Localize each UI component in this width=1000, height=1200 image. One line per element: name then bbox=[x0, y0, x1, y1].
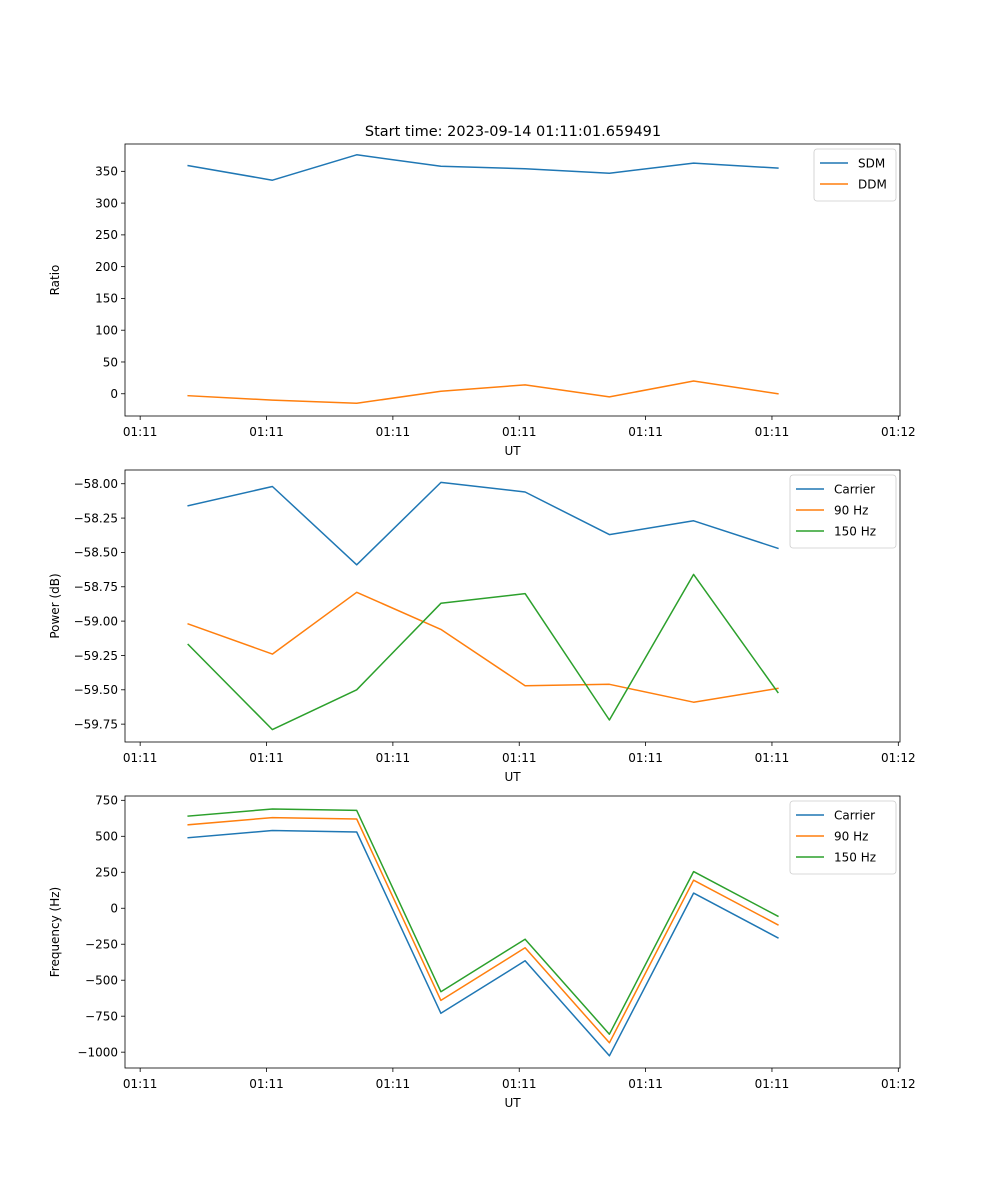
legend-box bbox=[789, 474, 897, 549]
x-tick-label: 01:11 bbox=[502, 751, 537, 765]
y-tick-label: −250 bbox=[85, 938, 118, 952]
y-tick-label: −750 bbox=[85, 1009, 118, 1023]
series-line-sdm bbox=[187, 154, 779, 181]
y-tick-label: −59.00 bbox=[74, 614, 118, 628]
series-line-150-hz bbox=[187, 808, 779, 1035]
y-tick-label: 350 bbox=[95, 165, 118, 179]
y-tick-label: −59.50 bbox=[74, 683, 118, 697]
legend-label: 150 Hz bbox=[834, 524, 876, 538]
axes-frame bbox=[124, 795, 901, 1069]
axes-frame bbox=[124, 143, 901, 417]
x-axis-label: UT bbox=[504, 770, 521, 784]
y-tick-label: 250 bbox=[95, 228, 118, 242]
x-tick-label: 01:12 bbox=[881, 1077, 916, 1091]
figure-title: Start time: 2023-09-14 01:11:01.659491 bbox=[365, 124, 661, 140]
panels: 01:11 01:11 01:11 01:11 01:11 01:11 01:12 0 50 10… bbox=[48, 143, 916, 1110]
x-tick-label: 01:11 bbox=[755, 751, 790, 765]
series-line-carrier bbox=[187, 829, 779, 1057]
x-tick-label: 01:11 bbox=[376, 425, 411, 439]
x-tick-label: 01:11 bbox=[628, 751, 663, 765]
y-tick-label: 100 bbox=[95, 324, 118, 338]
legend: Carrier 90 Hz 150 Hz bbox=[789, 800, 897, 875]
y-tick-label: 150 bbox=[95, 292, 118, 306]
y-tick-label: 250 bbox=[95, 866, 118, 880]
legend-label: SDM bbox=[858, 156, 885, 170]
x-tick-label: 01:11 bbox=[502, 1077, 537, 1091]
y-tick-label: −58.75 bbox=[74, 580, 118, 594]
series-line-carrier bbox=[187, 481, 779, 566]
legend: SDM DDM bbox=[813, 148, 897, 202]
panel-3: 01:11 01:11 01:11 01:11 01:11 01:11 01:12 −1000… bbox=[48, 794, 916, 1110]
y-axis-label: Power (dB) bbox=[48, 573, 62, 638]
panel-2: 01:11 01:11 01:11 01:11 01:11 01:11 01:12 −59.7… bbox=[48, 469, 916, 784]
legend-label: 90 Hz bbox=[834, 503, 868, 517]
panel-1: 01:11 01:11 01:11 01:11 01:11 01:11 01:12 0 50 10… bbox=[48, 143, 916, 458]
legend-label: 90 Hz bbox=[834, 829, 868, 843]
y-tick-label: −58.50 bbox=[74, 546, 118, 560]
series-line-90-hz bbox=[187, 591, 779, 703]
x-tick-label: 01:11 bbox=[249, 751, 284, 765]
y-tick-label: −59.75 bbox=[74, 717, 118, 731]
x-tick-label: 01:11 bbox=[376, 751, 411, 765]
x-axis-label: UT bbox=[504, 1096, 521, 1110]
x-axis-label: UT bbox=[504, 444, 521, 458]
legend-label: Carrier bbox=[834, 482, 875, 496]
y-tick-label: −58.00 bbox=[74, 477, 118, 491]
x-tick-label: 01:11 bbox=[123, 425, 158, 439]
series-line-90-hz bbox=[187, 816, 779, 1044]
y-tick-label: 0 bbox=[110, 902, 118, 916]
x-tick-label: 01:11 bbox=[249, 425, 284, 439]
x-tick-label: 01:11 bbox=[502, 425, 537, 439]
y-tick-label: 200 bbox=[95, 260, 118, 274]
x-tick-label: 01:11 bbox=[755, 1077, 790, 1091]
legend-label: Carrier bbox=[834, 808, 875, 822]
legend: Carrier 90 Hz 150 Hz bbox=[789, 474, 897, 549]
x-tick-label: 01:11 bbox=[123, 1077, 158, 1091]
y-axis-label: Frequency (Hz) bbox=[48, 887, 62, 978]
x-tick-label: 01:11 bbox=[376, 1077, 411, 1091]
axes-frame bbox=[124, 469, 901, 743]
y-tick-label: 50 bbox=[103, 355, 118, 369]
x-tick-label: 01:12 bbox=[881, 425, 916, 439]
x-tick-label: 01:11 bbox=[249, 1077, 284, 1091]
legend-box bbox=[789, 800, 897, 875]
series-line-ddm bbox=[187, 380, 779, 405]
y-tick-label: −500 bbox=[85, 974, 118, 988]
y-tick-label: 500 bbox=[95, 830, 118, 844]
series-line-150-hz bbox=[187, 573, 779, 731]
x-tick-label: 01:11 bbox=[628, 1077, 663, 1091]
y-tick-label: 0 bbox=[110, 387, 118, 401]
y-tick-label: −1000 bbox=[77, 1045, 118, 1059]
legend-label: DDM bbox=[858, 177, 887, 191]
x-tick-label: 01:11 bbox=[123, 751, 158, 765]
x-tick-label: 01:11 bbox=[755, 425, 790, 439]
y-tick-label: 750 bbox=[95, 794, 118, 808]
y-tick-label: −59.25 bbox=[74, 649, 118, 663]
legend-label: 150 Hz bbox=[834, 850, 876, 864]
y-tick-label: −58.25 bbox=[74, 511, 118, 525]
x-tick-label: 01:11 bbox=[628, 425, 663, 439]
x-tick-label: 01:12 bbox=[881, 751, 916, 765]
legend-box bbox=[813, 148, 897, 202]
y-axis-label: Ratio bbox=[48, 265, 62, 296]
y-tick-label: 300 bbox=[95, 196, 118, 210]
